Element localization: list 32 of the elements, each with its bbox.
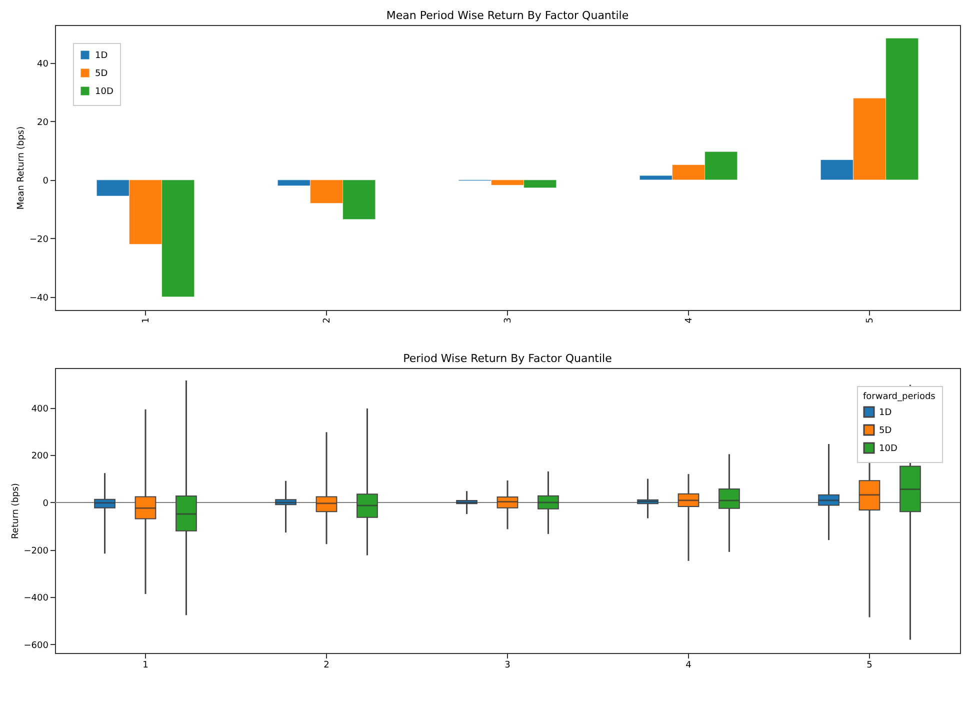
x-tick-label: 3 xyxy=(504,660,510,670)
chart-title: Mean Period Wise Return By Factor Quantile xyxy=(386,9,629,22)
legend-label: 5D xyxy=(95,69,108,79)
y-tick-label: 400 xyxy=(31,404,49,414)
y-tick-label: −20 xyxy=(30,234,49,245)
x-tick-label: 5 xyxy=(866,660,872,670)
legend-title: forward_periods xyxy=(863,392,936,402)
x-tick-label: 4 xyxy=(684,317,694,324)
y-tick-label: 40 xyxy=(37,60,49,70)
y-tick-label: 0 xyxy=(42,498,49,509)
x-tick-label: 5 xyxy=(866,318,876,324)
y-tick-label: −200 xyxy=(24,546,49,556)
x-tick-label: 2 xyxy=(324,660,330,670)
x-tick-label: 4 xyxy=(686,660,692,670)
y-tick-label: 0 xyxy=(42,176,49,186)
x-tick-label: 2 xyxy=(322,318,332,324)
legend-label: 10D xyxy=(95,87,114,97)
y-axis-title: Mean Return (bps) xyxy=(16,126,27,210)
x-tick-label: 1 xyxy=(142,660,148,670)
y-tick-label: −40 xyxy=(30,293,49,304)
y-tick-label: 200 xyxy=(31,452,49,462)
x-tick-label: 1 xyxy=(142,318,152,324)
chart-title: Period Wise Return By Factor Quantile xyxy=(403,352,612,365)
legend-label: 10D xyxy=(879,444,898,454)
legend-label: 5D xyxy=(879,426,892,436)
y-tick-label: −400 xyxy=(24,594,49,604)
y-tick-label: 20 xyxy=(37,118,49,128)
legend-label: 1D xyxy=(95,51,108,61)
x-tick-label: 3 xyxy=(504,318,514,324)
legend-label: 1D xyxy=(879,408,892,418)
y-tick-label: −600 xyxy=(24,640,49,651)
y-axis-title: Return (bps) xyxy=(10,483,21,539)
